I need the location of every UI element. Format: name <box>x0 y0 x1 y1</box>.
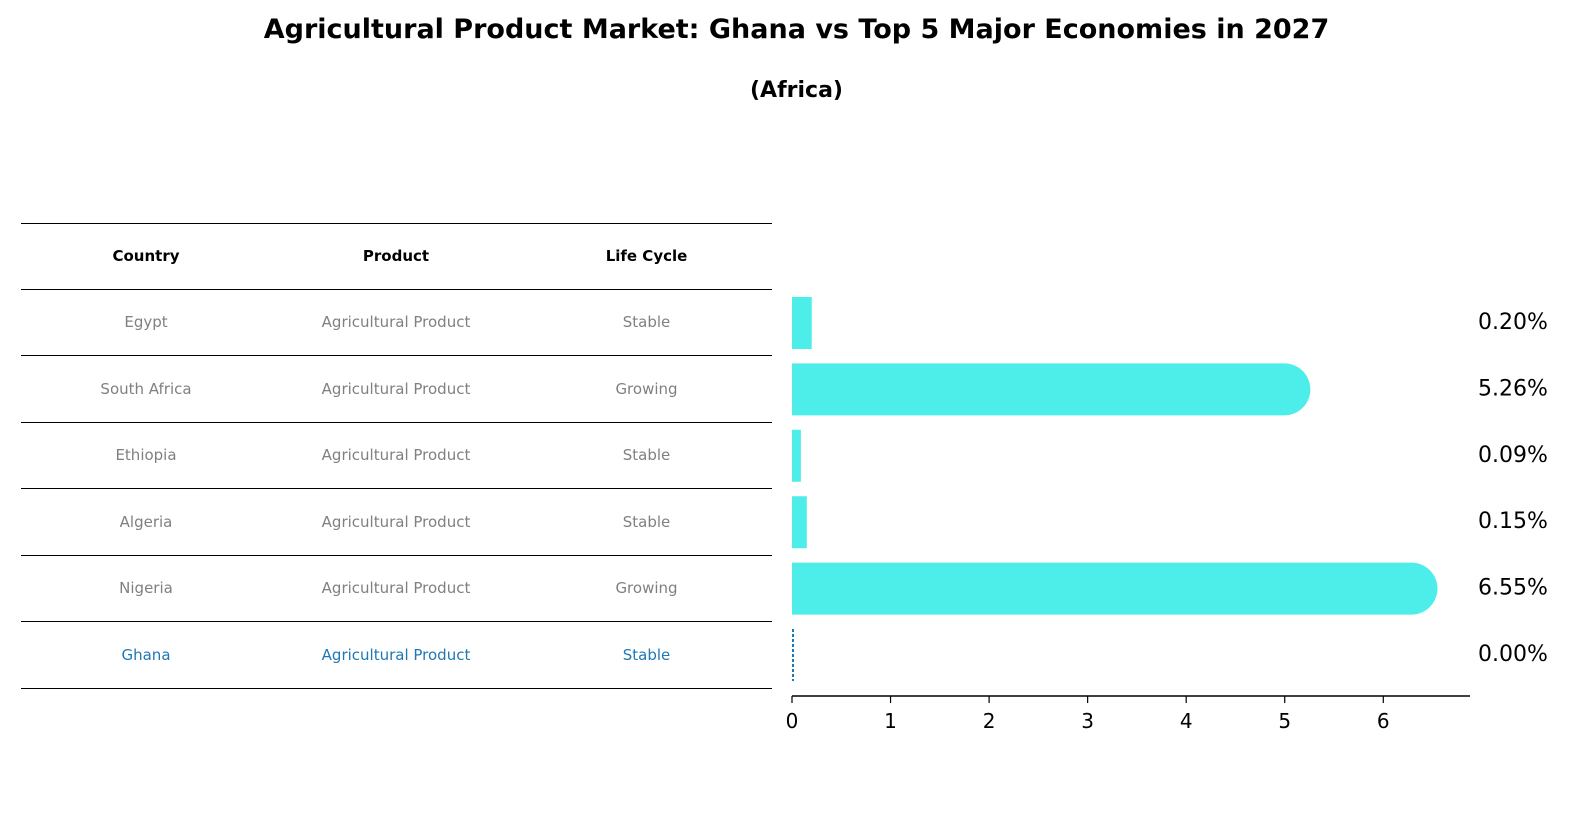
bar-south-africa <box>792 363 1311 416</box>
header-life-cycle: Life Cycle <box>605 247 688 266</box>
table-header-row: Country Product Life Cycle <box>21 223 772 290</box>
cell-life-cycle: Stable <box>622 645 671 664</box>
cell-country: Ethiopia <box>115 446 177 465</box>
header-country: Country <box>112 247 180 266</box>
data-table: Country Product Life Cycle Egypt Agricul… <box>21 223 772 689</box>
x-tick-label: 0 <box>786 709 799 733</box>
cell-country: South Africa <box>100 379 192 398</box>
table-row: Algeria Agricultural Product Stable <box>21 489 772 556</box>
cell-product: Agricultural Product <box>321 512 471 531</box>
cell-product: Agricultural Product <box>321 313 471 332</box>
cell-country: Nigeria <box>119 579 173 598</box>
table-row: Nigeria Agricultural Product Growing <box>21 556 772 622</box>
chart-subtitle: (Africa) <box>750 78 843 103</box>
value-label: 0.15% <box>1478 509 1548 534</box>
x-tick-label: 3 <box>1081 709 1094 733</box>
table-row: South Africa Agricultural Product Growin… <box>21 356 772 423</box>
table-row-highlight: Ghana Agricultural Product Stable <box>21 622 772 689</box>
value-label: 6.55% <box>1478 576 1548 601</box>
cell-country: Algeria <box>119 512 173 531</box>
cell-product: Agricultural Product <box>321 446 471 465</box>
bar-algeria <box>792 496 807 549</box>
x-tick-label: 5 <box>1278 709 1291 733</box>
chart-title: Agricultural Product Market: Ghana vs To… <box>263 14 1330 45</box>
cell-life-cycle: Stable <box>622 313 671 332</box>
cell-product: Agricultural Product <box>321 579 471 598</box>
table-row: Ethiopia Agricultural Product Stable <box>21 423 772 489</box>
header-product: Product <box>362 247 430 266</box>
cell-life-cycle: Stable <box>622 446 671 465</box>
x-tick-label: 1 <box>884 709 897 733</box>
x-tick-label: 2 <box>983 709 996 733</box>
cell-product: Agricultural Product <box>321 645 471 664</box>
bar-ethiopia <box>792 429 801 482</box>
cell-life-cycle: Growing <box>615 379 678 398</box>
cell-life-cycle: Growing <box>615 579 678 598</box>
value-label: 5.26% <box>1478 376 1548 401</box>
cell-country: Ghana <box>121 645 171 664</box>
cell-country: Egypt <box>124 313 168 332</box>
value-label: 0.20% <box>1478 310 1548 335</box>
table-row: Egypt Agricultural Product Stable <box>21 290 772 356</box>
x-tick-label: 6 <box>1377 709 1390 733</box>
x-tick-label: 4 <box>1180 709 1193 733</box>
bar-egypt <box>792 297 812 349</box>
bar-nigeria <box>792 562 1438 615</box>
cell-life-cycle: Stable <box>622 512 671 531</box>
cell-product: Agricultural Product <box>321 379 471 398</box>
value-label: 0.00% <box>1478 642 1548 667</box>
value-label: 0.09% <box>1478 443 1548 468</box>
